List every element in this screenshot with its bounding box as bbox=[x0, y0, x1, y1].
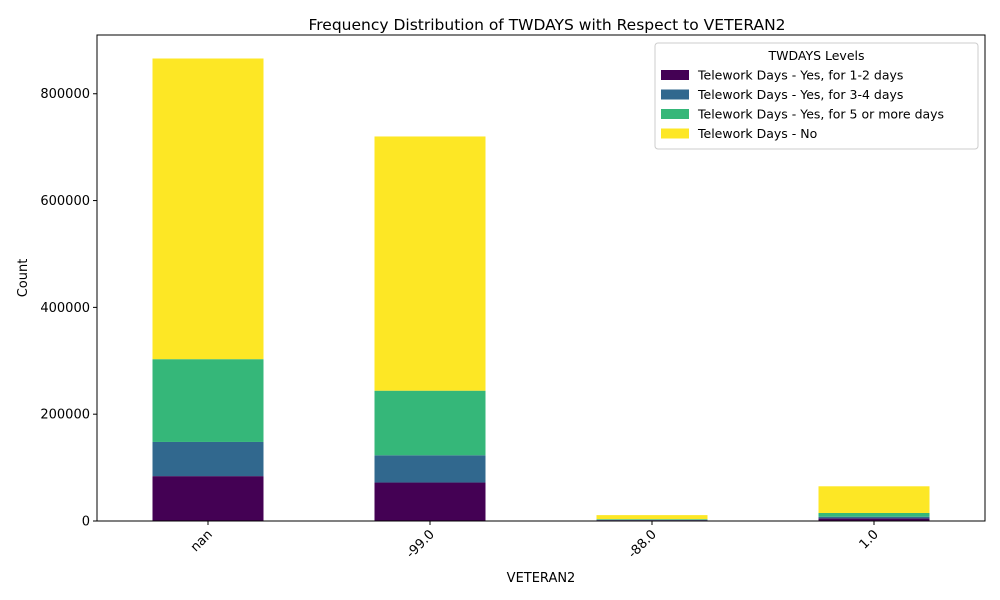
legend-label-3: Telework Days - No bbox=[697, 126, 817, 141]
bar-nan-series-0 bbox=[152, 476, 264, 521]
plot-frame bbox=[96, 34, 986, 522]
y-axis-title: Count bbox=[16, 259, 31, 298]
bar--88.0-series-3 bbox=[596, 515, 708, 520]
bar-1.0-series-3 bbox=[818, 486, 930, 513]
x-tick-label: nan bbox=[188, 527, 216, 555]
legend-label-2: Telework Days - Yes, for 5 or more days bbox=[697, 107, 944, 122]
bar-1.0-series-1 bbox=[818, 516, 930, 519]
legend-swatch-1 bbox=[661, 89, 689, 100]
bar-nan-series-1 bbox=[152, 441, 264, 477]
bar--99.0-series-3 bbox=[374, 136, 486, 391]
chart-title: Frequency Distribution of TWDAYS with Re… bbox=[308, 16, 785, 34]
bar-nan-series-2 bbox=[152, 359, 264, 442]
legend-swatch-3 bbox=[661, 128, 689, 139]
legend-label-0: Telework Days - Yes, for 1-2 days bbox=[697, 68, 903, 83]
legend-swatch-2 bbox=[661, 109, 689, 119]
x-tick-label: 1.0 bbox=[857, 527, 882, 552]
x-tick-label: -99.0 bbox=[403, 527, 437, 561]
y-tick-label: 200000 bbox=[40, 408, 90, 423]
x-axis: nan -99.0 -88.0 1.0 bbox=[188, 521, 882, 562]
legend-label-1: Telework Days - Yes, for 3-4 days bbox=[697, 87, 903, 102]
y-tick-label: 400000 bbox=[40, 301, 90, 316]
bar--99.0-series-0 bbox=[374, 482, 486, 521]
x-tick-label: -88.0 bbox=[625, 527, 659, 561]
y-tick-label: 0 bbox=[82, 515, 90, 530]
x-axis-title: VETERAN2 bbox=[507, 571, 576, 586]
bar--99.0-series-2 bbox=[374, 390, 486, 456]
bar-nan-series-3 bbox=[152, 58, 264, 360]
legend-swatch-0 bbox=[661, 70, 689, 80]
bars-group bbox=[152, 58, 930, 521]
y-tick-label: 800000 bbox=[40, 87, 90, 102]
bar-1.0-series-0 bbox=[818, 518, 930, 521]
legend-title: TWDAYS Levels bbox=[767, 48, 864, 63]
bar--88.0-series-2 bbox=[596, 519, 708, 520]
bar-1.0-series-2 bbox=[818, 512, 930, 517]
y-tick-label: 600000 bbox=[40, 194, 90, 209]
legend-box bbox=[654, 42, 979, 150]
y-axis: 0 200000 400000 600000 800000 bbox=[40, 87, 97, 530]
legend: TWDAYS Levels Telework Days - Yes, for 1-… bbox=[654, 42, 979, 150]
bar--99.0-series-1 bbox=[374, 455, 486, 483]
